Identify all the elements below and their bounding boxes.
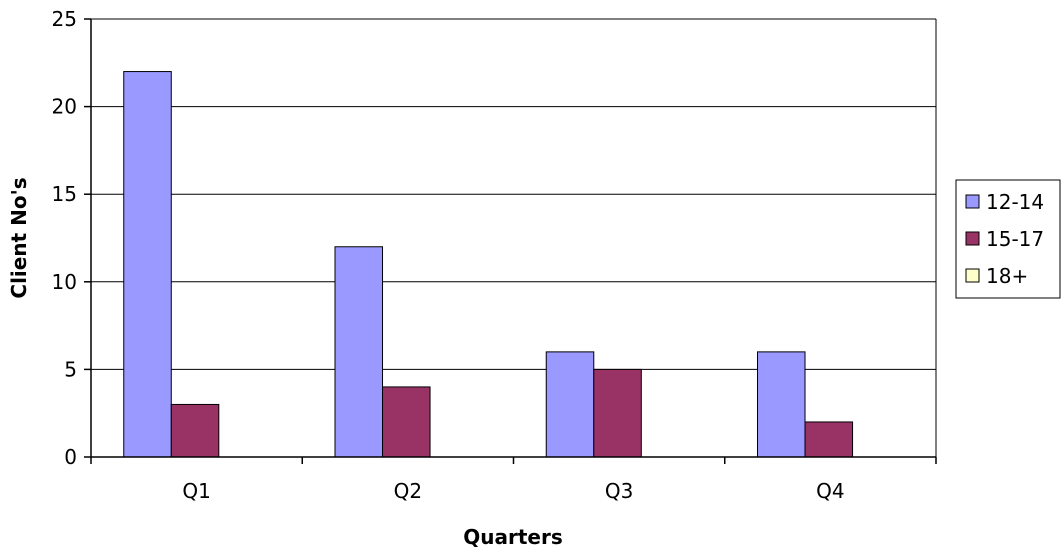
bar: [123, 71, 172, 458]
legend-swatch: [965, 268, 980, 283]
legend-label: 18+: [986, 264, 1028, 288]
y-tick-label: 5: [64, 357, 77, 381]
bar: [756, 351, 806, 458]
bar: [382, 386, 431, 458]
x-axis-title: Quarters: [463, 525, 563, 549]
bar: [334, 246, 384, 458]
legend-swatch: [965, 194, 980, 209]
x-ticks: Q1 Q2 Q3 Q4: [90, 457, 937, 503]
bar: [804, 421, 854, 458]
legend-swatch: [965, 231, 980, 246]
x-tick-label: Q4: [816, 479, 844, 503]
legend-label: 12-14: [986, 190, 1044, 214]
y-tick-label: 20: [52, 95, 77, 119]
axes: [90, 19, 937, 458]
y-tick-label: 10: [52, 270, 77, 294]
y-tick-label: 0: [64, 445, 77, 469]
legend: 12-14 15-17 18+: [955, 179, 1061, 299]
legend-label: 15-17: [986, 227, 1044, 251]
bar: [170, 403, 220, 458]
y-tick-label: 25: [52, 7, 77, 31]
x-tick-label: Q1: [182, 479, 210, 503]
bar: [593, 368, 642, 458]
gridlines: [91, 18, 936, 370]
bar: [545, 351, 595, 458]
y-tick-label: 15: [52, 182, 77, 206]
x-tick-label: Q3: [605, 479, 633, 503]
y-axis-title: Client No's: [7, 177, 31, 298]
bars: [123, 71, 854, 458]
x-tick-label: Q2: [394, 479, 422, 503]
y-ticks: 0 5 10 15 20 25: [52, 7, 91, 469]
